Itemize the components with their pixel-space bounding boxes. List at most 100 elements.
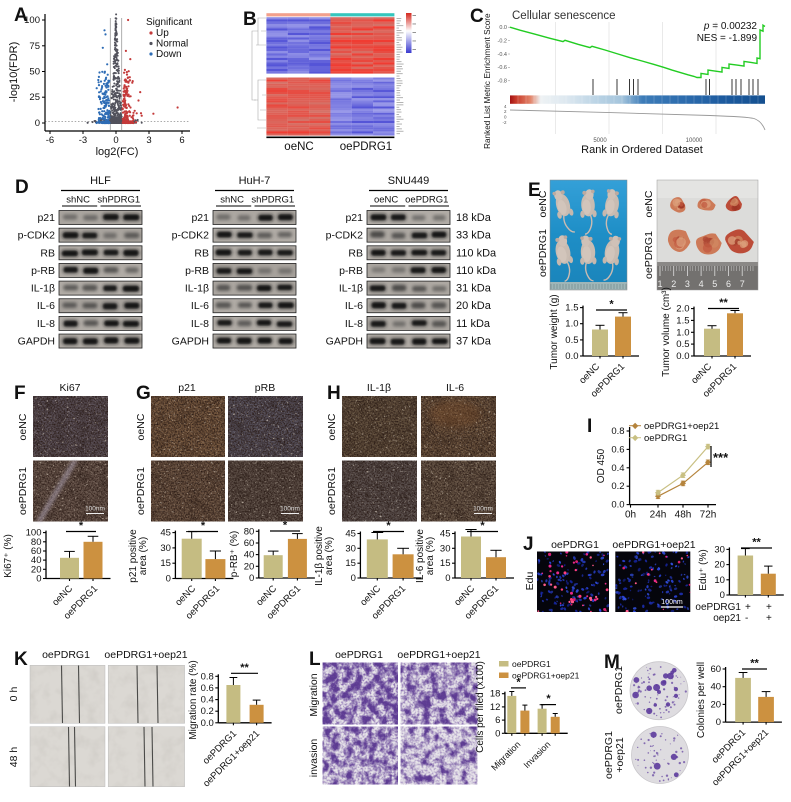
- svg-text:Cellular senescence: Cellular senescence: [512, 10, 616, 22]
- svg-text:Ki67⁺ (%): Ki67⁺ (%): [3, 534, 14, 578]
- svg-text:30: 30: [714, 544, 725, 555]
- svg-text:0: 0: [35, 118, 40, 129]
- svg-text:p = 0.00232: p = 0.00232: [703, 21, 758, 32]
- svg-text:oeNC: oeNC: [374, 195, 398, 206]
- svg-text:15: 15: [440, 558, 451, 569]
- svg-text:oePDRG1+oep21: oePDRG1+oep21: [612, 539, 695, 551]
- svg-text:M: M: [604, 652, 620, 673]
- svg-text:oeNC: oeNC: [537, 190, 549, 217]
- svg-text:1.0: 1.0: [565, 319, 578, 330]
- svg-text:75: 75: [29, 41, 40, 52]
- svg-text:100nm: 100nm: [280, 506, 300, 513]
- svg-text:20 kDa: 20 kDa: [456, 300, 492, 312]
- svg-text:40: 40: [711, 682, 722, 693]
- svg-text:Significant: Significant: [146, 17, 192, 28]
- svg-text:**: **: [240, 662, 249, 674]
- svg-text:shNC: shNC: [66, 195, 90, 206]
- svg-text:-6: -6: [46, 135, 54, 146]
- svg-text:0.5: 0.5: [676, 339, 689, 350]
- svg-text:IL-6: IL-6: [191, 300, 209, 312]
- svg-text:110 kDa: 110 kDa: [456, 265, 497, 277]
- svg-text:*: *: [546, 693, 551, 705]
- svg-text:0: 0: [113, 135, 118, 146]
- svg-text:100nm: 100nm: [473, 506, 493, 513]
- svg-text:K: K: [14, 649, 28, 670]
- svg-text:IL-6 positive: IL-6 positive: [415, 529, 426, 583]
- svg-text:log2(FC): log2(FC): [96, 146, 139, 158]
- svg-text:60: 60: [711, 664, 722, 675]
- svg-text:0: 0: [249, 573, 254, 584]
- svg-text:25: 25: [29, 92, 40, 103]
- svg-text:30: 30: [160, 543, 171, 554]
- svg-text:0 h: 0 h: [8, 687, 20, 702]
- svg-text:GAPDH: GAPDH: [172, 336, 209, 348]
- svg-text:110 kDa: 110 kDa: [456, 247, 497, 259]
- svg-text:0.2: 0.2: [611, 481, 624, 492]
- svg-text:1.5: 1.5: [565, 303, 578, 314]
- svg-text:**: **: [750, 658, 759, 670]
- svg-text:oeNC: oeNC: [135, 413, 147, 440]
- svg-text:-0.8: -0.8: [498, 79, 507, 85]
- svg-text:oePDRG1: oePDRG1: [695, 602, 741, 613]
- svg-text:B: B: [243, 9, 257, 30]
- svg-text:D: D: [15, 177, 29, 198]
- svg-text:0.6: 0.6: [201, 683, 214, 694]
- svg-text:48h: 48h: [675, 510, 692, 521]
- svg-text:C: C: [470, 6, 484, 27]
- svg-text:+: +: [766, 602, 772, 613]
- svg-text:Ranked List Metric: Ranked List Metric: [483, 81, 492, 149]
- svg-text:p21: p21: [178, 382, 196, 394]
- svg-text:4: 4: [504, 104, 507, 109]
- svg-text:1.0: 1.0: [676, 327, 689, 338]
- svg-text:45: 45: [440, 529, 451, 540]
- svg-text:*: *: [386, 520, 391, 532]
- svg-text:IL-1β: IL-1β: [185, 283, 209, 295]
- svg-text:100nm: 100nm: [661, 599, 683, 606]
- svg-text:+: +: [766, 613, 772, 624]
- svg-text:40: 40: [31, 555, 42, 566]
- svg-text:5: 5: [712, 279, 717, 289]
- svg-text:-3: -3: [79, 135, 87, 146]
- svg-text:0.0: 0.0: [676, 351, 689, 362]
- svg-text:12: 12: [490, 702, 501, 713]
- svg-text:31 kDa: 31 kDa: [456, 283, 492, 295]
- svg-text:oePDRG1+oep21: oePDRG1+oep21: [397, 649, 480, 661]
- svg-text:IL-1β: IL-1β: [367, 382, 391, 394]
- svg-text:0: 0: [351, 573, 356, 584]
- svg-text:100: 100: [26, 528, 42, 539]
- svg-text:*: *: [609, 299, 614, 311]
- svg-text:p-RB: p-RB: [31, 265, 55, 277]
- svg-text:RB: RB: [348, 247, 363, 259]
- svg-text:IL-1β: IL-1β: [339, 283, 363, 295]
- svg-text:-2: -2: [502, 120, 506, 125]
- svg-text:oePDRG1: oePDRG1: [644, 433, 687, 444]
- svg-text:invasion: invasion: [308, 739, 320, 778]
- svg-text:60: 60: [244, 538, 255, 549]
- svg-text:p-CDK2: p-CDK2: [18, 230, 56, 242]
- svg-text:HuH-7: HuH-7: [239, 175, 271, 187]
- svg-text:0.4: 0.4: [611, 463, 624, 474]
- svg-text:Invasion: Invasion: [522, 739, 553, 770]
- svg-text:IL-8: IL-8: [37, 318, 55, 330]
- svg-text:oeNC: oeNC: [326, 413, 338, 440]
- svg-text:15: 15: [345, 558, 356, 569]
- svg-text:Cells per filed (x100): Cells per filed (x100): [475, 661, 486, 753]
- svg-text:oeNC: oeNC: [284, 141, 313, 153]
- svg-text:GAPDH: GAPDH: [326, 336, 363, 348]
- svg-text:0.0: 0.0: [201, 718, 214, 729]
- svg-text:p-RB⁺ (%): p-RB⁺ (%): [229, 531, 240, 577]
- svg-text:p21: p21: [37, 212, 55, 224]
- svg-text:0.8: 0.8: [611, 426, 624, 437]
- svg-text:3: 3: [685, 279, 690, 289]
- svg-text:oePDRG1: oePDRG1: [613, 666, 625, 714]
- svg-text:20: 20: [31, 564, 42, 575]
- svg-text:p21: p21: [345, 212, 363, 224]
- svg-text:1.5: 1.5: [676, 315, 689, 326]
- svg-text:OD 450: OD 450: [596, 448, 607, 483]
- svg-text:-log10(FDR): -log10(FDR): [8, 42, 20, 103]
- svg-text:37 kDa: 37 kDa: [456, 336, 492, 348]
- svg-text:p21 positive: p21 positive: [128, 529, 139, 583]
- svg-text:Enrichment Score: Enrichment Score: [483, 13, 492, 79]
- svg-text:L: L: [309, 649, 321, 670]
- svg-text:oePDRG1: oePDRG1: [551, 539, 599, 551]
